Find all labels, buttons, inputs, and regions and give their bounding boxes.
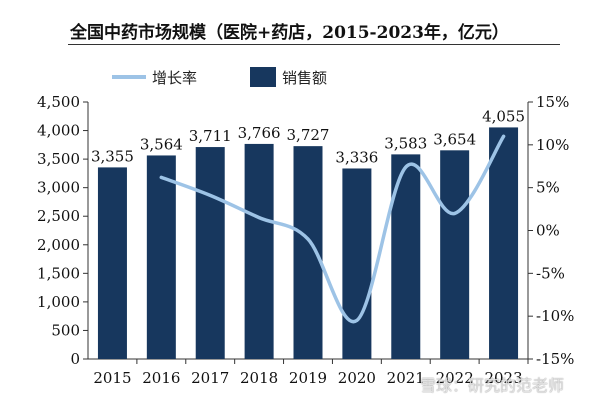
growth-rate-point: [208, 193, 212, 197]
bar: [489, 127, 519, 359]
growth-rate-point: [159, 175, 163, 179]
left-tick-label: 0: [70, 350, 80, 368]
bar: [244, 143, 274, 359]
x-tick-label: 2017: [191, 369, 229, 387]
legend-label-growth: 增长率: [152, 69, 197, 87]
title-underline: [68, 44, 560, 45]
legend-bar-swatch: [250, 67, 276, 87]
right-tick-label: -5%: [536, 264, 565, 282]
x-tick-label: 2023: [484, 369, 522, 387]
bar-value-label: 3,766: [238, 124, 281, 142]
left-tick-label: 4,500: [37, 93, 80, 111]
x-tick-label: 2020: [338, 369, 376, 387]
left-tick-label: 4,000: [37, 122, 80, 140]
right-tick-label: 15%: [536, 93, 569, 111]
left-tick-label: 3,000: [37, 179, 80, 197]
bar-value-label: 3,727: [287, 126, 330, 144]
growth-rate-point: [502, 134, 506, 138]
right-tick-label: 5%: [536, 179, 560, 197]
bar: [195, 147, 225, 359]
bar-value-label: 3,564: [140, 135, 183, 153]
right-tick-label: -15%: [536, 350, 574, 368]
bar-labels: 3,355 3,564 3,711 3,766 3,727 3,336 3,583 3,654…: [91, 107, 525, 166]
growth-line: [159, 134, 506, 324]
growth-rate-point: [453, 211, 457, 215]
chart-title: 全国中药市场规模（医院+药店，2015-2023年，亿元）: [70, 23, 509, 43]
bar-value-label: 3,355: [91, 147, 134, 165]
left-tick-label: 2,000: [37, 236, 80, 254]
right-tick-label: 0%: [536, 222, 560, 240]
growth-rate-point: [355, 318, 359, 322]
x-tick-label: 2016: [142, 369, 180, 387]
x-tick-label: 2019: [289, 369, 327, 387]
bar-value-label: 3,583: [384, 134, 427, 152]
left-tick-label: 500: [51, 321, 80, 339]
x-tick-labels: 2015 2016 2017 2018 2019 2020 2021 2022 2023: [93, 359, 529, 387]
bar-value-label: 3,336: [335, 148, 378, 166]
x-tick-label: 2021: [387, 369, 425, 387]
left-tick-label: 3,500: [37, 150, 80, 168]
x-tick-label: 2015: [93, 369, 131, 387]
bar: [440, 150, 470, 359]
growth-rate-point: [404, 165, 408, 169]
legend-label-sales: 销售额: [282, 69, 327, 87]
left-tick-label: 1,500: [37, 264, 80, 282]
growth-rate-line: [159, 134, 506, 324]
bar: [146, 155, 176, 359]
bar-value-label: 4,055: [482, 107, 525, 125]
bar: [342, 168, 372, 359]
legend: 增长率 销售额: [112, 67, 327, 87]
growth-rate-point: [257, 216, 261, 220]
watermark: 雪球：研究的范老师: [420, 376, 565, 395]
left-tick-label: 2,500: [37, 207, 80, 225]
x-tick-label: 2018: [240, 369, 278, 387]
bar-value-label: 3,711: [189, 127, 232, 145]
bars: [97, 127, 519, 359]
right-tick-label: -10%: [536, 307, 574, 325]
left-tick-label: 1,000: [37, 293, 80, 311]
growth-rate-point: [306, 237, 310, 241]
right-tick-label: 10%: [536, 136, 569, 154]
x-tick-label: 2022: [436, 369, 474, 387]
bar-value-label: 3,654: [433, 130, 476, 148]
bar: [97, 167, 127, 359]
